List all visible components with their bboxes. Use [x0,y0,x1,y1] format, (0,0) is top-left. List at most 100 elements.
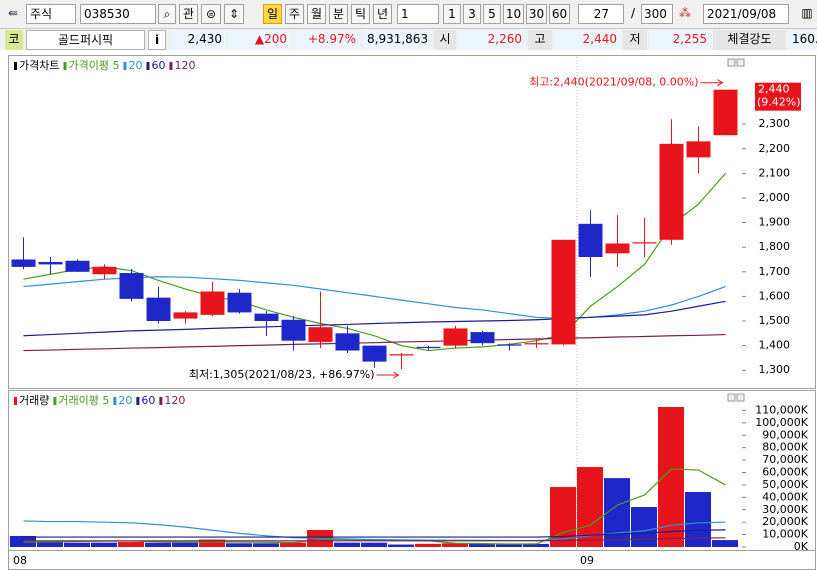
unit-select[interactable]: 1 [397,4,439,24]
legend-title: 가격차트 [19,59,59,72]
legend-marker [14,62,17,70]
price: 2,430 [172,30,226,50]
info-button[interactable]: i [148,30,166,50]
settings-icon[interactable]: ⁂ [679,6,691,20]
volume-bar [577,467,603,547]
volume-bar [496,544,522,547]
date-select[interactable]: 2021/09/08 [703,4,789,24]
legend-entry: 60 [141,394,155,407]
candle-body [389,354,414,356]
moving-average [23,333,726,352]
candle-body [119,273,144,299]
link-button[interactable]: ⊜ [201,4,221,24]
period-button[interactable]: 월 [307,4,326,24]
legend-entry: 20 [128,59,142,72]
volume-bar [523,543,549,547]
y-tick-label: 1,600 [759,289,791,302]
candle-body [200,291,225,315]
multiplier-button[interactable]: 60 [549,4,570,24]
legend-marker [169,62,173,70]
x-tick-label: 09 [580,554,594,567]
y-tick-label: 70,000K [762,453,808,466]
volume-bar [118,542,144,547]
volume: 8,931,863 [363,30,431,50]
volume-bar [658,406,684,547]
count-input[interactable]: 27 [578,4,624,24]
low: 2,255 [649,30,711,50]
spin-button[interactable]: ⇕ [224,4,244,24]
volume-bar [361,542,387,547]
multiplier-button[interactable]: 30 [526,4,547,24]
legend-marker [159,397,163,405]
volume-bar [631,507,657,547]
total-input[interactable]: 300 [641,4,673,24]
candle-body [470,332,495,344]
y-tick-label: 100,000K [755,416,808,429]
low-label: 저 [623,30,647,50]
price-tag-value: 2,440 [758,83,790,96]
period-button[interactable]: 분 [329,4,348,24]
candle-body [713,89,738,136]
candle-body [173,312,198,319]
y-tick-label: 20,000K [762,515,808,528]
multiplier-button[interactable]: 1 [443,4,461,24]
change-rate: +8.97% [294,30,360,50]
candle-body [443,328,468,346]
legend-entry: 가격이평 5 [68,59,119,72]
legend-marker [146,62,150,70]
legend-entry: 60 [151,59,165,72]
multiplier-button[interactable]: 5 [483,4,501,24]
panel-button [727,393,736,402]
chart-icon[interactable]: ▥ [801,6,813,20]
legend-marker [123,62,127,70]
candle-body [659,143,684,240]
candle-body [308,327,333,342]
legend-marker [53,397,57,405]
moving-average [23,537,726,542]
candle-body [92,266,117,275]
legend-marker [136,397,140,405]
period-button[interactable]: 년 [373,4,392,24]
search-button[interactable]: ⌕ [158,4,176,24]
period-button[interactable]: 틱 [351,4,370,24]
multiplier-button[interactable]: 3 [463,4,481,24]
y-tick-label: 60,000K [762,466,808,479]
multiplier-button[interactable]: 10 [503,4,524,24]
candle-body [65,260,90,272]
y-tick-label: 10,000K [762,528,808,541]
volume-bar [64,542,90,547]
favorite-button[interactable]: 관 [179,4,198,24]
menu-icon[interactable]: ⇚ [7,6,19,20]
y-tick-label: 40,000K [762,490,808,503]
candle-body [578,223,603,258]
x-tick-label: 08 [13,554,27,567]
note-arrowhead [717,79,724,87]
candle-body [281,319,306,341]
y-tick-label: 1,800 [759,240,791,253]
candle-body [227,292,252,313]
x-axis-area [8,550,816,570]
open: 2,260 [458,30,526,50]
legend-entry: 거래이평 5 [58,394,109,407]
candle-body [524,343,549,345]
y-tick-label: 1,700 [759,265,791,278]
period-button[interactable]: 일 [263,4,282,24]
candle-body [254,313,279,322]
code-input[interactable]: 038530 [80,4,156,24]
legend-marker [113,397,117,405]
candle-body [686,141,711,158]
volume-bar [10,535,36,547]
high-label: 고 [528,30,552,50]
legend-marker [14,397,17,405]
moving-average [23,300,726,337]
period-button[interactable]: 주 [285,4,304,24]
strength: 160.8 [788,30,817,50]
market-select[interactable]: 주식 [26,4,76,24]
panel-frame [8,55,816,389]
volume-bar [172,542,198,547]
volume-bar [253,543,279,547]
candle-body [605,243,630,254]
y-tick-label: 0K [794,540,809,553]
legend-title: 거래량 [19,394,49,407]
